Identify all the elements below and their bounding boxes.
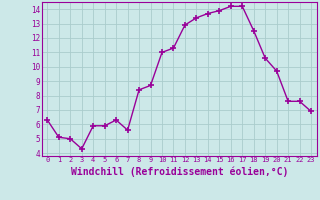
X-axis label: Windchill (Refroidissement éolien,°C): Windchill (Refroidissement éolien,°C) [70, 166, 288, 177]
